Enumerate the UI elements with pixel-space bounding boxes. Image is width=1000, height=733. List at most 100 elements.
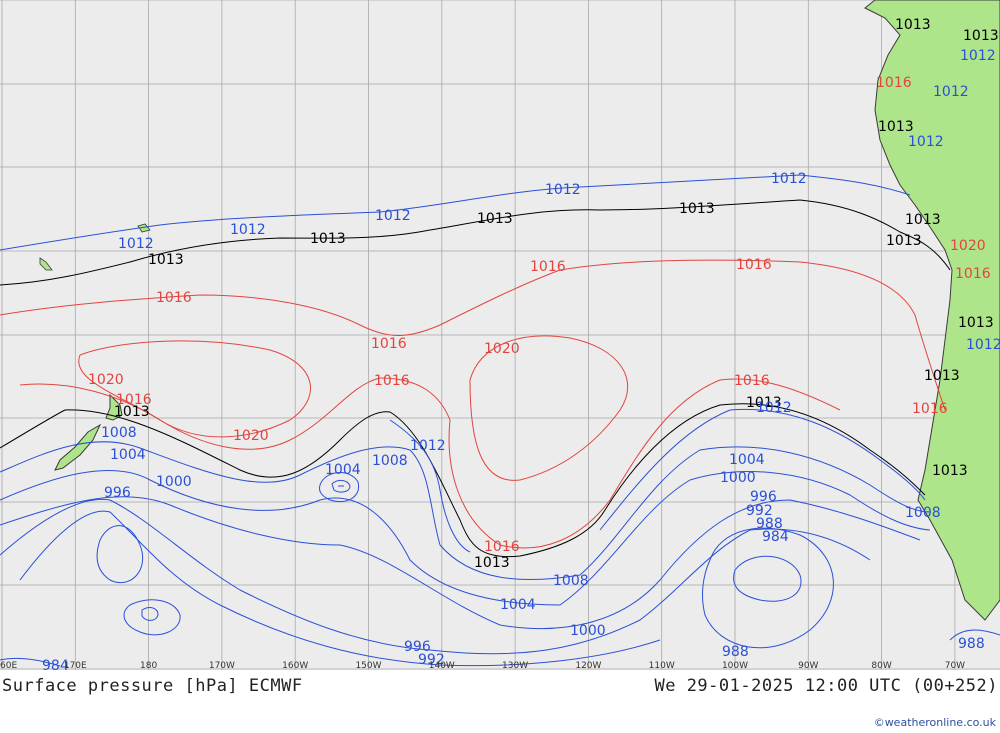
isobar-label: 1016 [156, 290, 192, 306]
longitude-label: 140W [429, 661, 455, 670]
isobar-label: 1013 [310, 231, 346, 247]
isobar-label: 1012 [410, 438, 446, 454]
isobar-label: 1012 [545, 182, 581, 198]
isobar-label: 988 [756, 516, 783, 532]
isobar-label: 988 [722, 644, 749, 660]
isobar-label: 1004 [500, 597, 536, 613]
isobar-label: 1016 [955, 266, 991, 282]
isobar-label: 1016 [116, 392, 152, 408]
longitude-label: 120W [575, 661, 601, 670]
isobar-1016-west [19, 377, 451, 450]
longitude-label: 110W [649, 661, 675, 670]
isobar-low-east-988 [702, 527, 834, 649]
isobar-label: 1012 [230, 222, 266, 238]
isobar-label: 1013 [958, 315, 994, 331]
isobar-label: 1012 [756, 400, 792, 416]
isobars [0, 174, 1000, 667]
longitude-label: 170E [64, 661, 87, 670]
isobar-label: 1020 [88, 372, 124, 388]
south-america-coast [864, 0, 1000, 621]
isobar-1012-south [599, 408, 926, 531]
isobar-label: 1013 [114, 404, 150, 420]
isobar-1016-north [0, 259, 946, 411]
isobar-996-south [0, 498, 871, 655]
isobar-label: 1016 [530, 259, 566, 275]
isobar-label: 1013 [148, 252, 184, 268]
isobar-label: 1016 [374, 373, 410, 389]
longitude-label: 170W [209, 661, 235, 670]
isobar-label: 1008 [553, 573, 589, 589]
isobar-1012-mid [389, 419, 471, 553]
isobar-label: 1013 [895, 17, 931, 33]
isobar-label: 1016 [734, 373, 770, 389]
isobar-label: 1013 [878, 119, 914, 135]
isobar-label: 1000 [570, 623, 606, 639]
isobar-1016-central [448, 378, 841, 549]
lat-lon-grid [0, 0, 1000, 670]
isobar-1004-south [0, 469, 931, 606]
isobar-label: 1016 [912, 401, 948, 417]
isobar-label: 1012 [960, 48, 996, 64]
isobar-label: 1000 [720, 470, 756, 486]
isobar-988-east [949, 629, 1000, 641]
new-zealand-south-island [54, 423, 102, 471]
isobar-label: 992 [746, 503, 773, 519]
map-title: Surface pressure [hPa] ECMWF [2, 676, 303, 696]
credit-link[interactable]: ©weatheronline.co.uk [873, 716, 996, 729]
isobar-low-central-small [319, 472, 360, 503]
pressure-map: 1013 1013 1012 1016 1012 1013 1012 1012 … [0, 0, 1000, 670]
isobar-label: 1013 [474, 555, 510, 571]
isobar-label: 1012 [375, 208, 411, 224]
isobar-label: 1013 [477, 211, 513, 227]
isobar-label: 1016 [371, 336, 407, 352]
isobar-label: 1013 [963, 28, 999, 44]
isobar-1008-south [0, 441, 931, 581]
isobar-label: 1016 [484, 539, 520, 555]
isobar-1020-west [78, 340, 311, 438]
isobar-label: 1016 [876, 75, 912, 91]
isobar-label: 1012 [908, 134, 944, 150]
isobar-label: 1012 [771, 171, 807, 187]
island-chain [39, 223, 151, 271]
isobar-label: 988 [958, 636, 985, 652]
land-masses [39, 0, 1000, 621]
isobar-label: 984 [762, 529, 789, 545]
isobar-1013-north [0, 199, 951, 286]
longitude-label: 100W [722, 661, 748, 670]
isobar-label: 1020 [233, 428, 269, 444]
new-zealand-north-island [105, 393, 123, 421]
isobar-label: 1012 [966, 337, 1000, 353]
isobar-984-west [0, 657, 61, 667]
isobar-label: 1012 [118, 236, 154, 252]
longitude-label: 130W [502, 661, 528, 670]
isobar-1012-north [0, 174, 911, 251]
isobar-label: 1013 [679, 201, 715, 217]
isobar-label: 1013 [746, 395, 782, 411]
isobar-label: 992 [418, 652, 445, 668]
isobar-label: 1016 [736, 257, 772, 273]
isobar-label: 996 [404, 639, 431, 655]
isobar-label: 1013 [905, 212, 941, 228]
isobar-label: 1012 [933, 84, 969, 100]
isobar-low-west-inner [96, 525, 181, 636]
longitude-label: 150W [355, 661, 381, 670]
isobar-label: 1004 [729, 452, 765, 468]
longitude-label: 160W [282, 661, 308, 670]
isobar-label: 1008 [905, 505, 941, 521]
longitude-label: 60E [0, 661, 17, 670]
isobar-1020-central [469, 335, 629, 481]
longitude-labels: 60E 170E 180 170W 160W 150W 140W 130W 120W 110W 10… [0, 661, 965, 670]
isobar-label: 1020 [484, 341, 520, 357]
isobar-label: 1008 [372, 453, 408, 469]
isobar-1000-south [0, 496, 921, 630]
isobar-label: 1013 [924, 368, 960, 384]
isobar-label: 996 [104, 485, 131, 501]
isobar-low-east-984 [733, 555, 802, 602]
isobar-label: 1013 [886, 233, 922, 249]
isobar-label: 1004 [325, 462, 361, 478]
isobar-value-labels: 1013 1013 1012 1016 1012 1013 1012 1012 … [42, 17, 1000, 670]
isobar-label: 1013 [932, 463, 968, 479]
isobar-label: 1000 [156, 474, 192, 490]
isobar-label: 1008 [101, 425, 137, 441]
longitude-label: 70W [945, 661, 965, 670]
